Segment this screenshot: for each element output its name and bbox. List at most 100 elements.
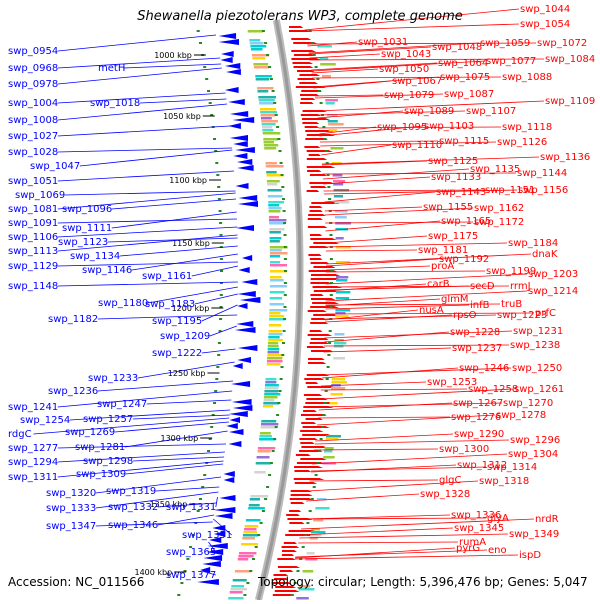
reverse-gene-mark — [229, 417, 240, 423]
right-leader-line — [322, 172, 517, 175]
tick-dot — [329, 234, 333, 236]
cog-feature-mark — [269, 297, 283, 300]
cog-feature-mark — [270, 270, 288, 273]
reverse-gene-mark — [231, 381, 251, 387]
right-gene-label: swp_1345 — [454, 523, 504, 534]
cog-feature-mark — [268, 324, 282, 327]
forward-gene-mark — [302, 434, 333, 436]
left-gene-label: swp_1051 — [8, 176, 58, 187]
cog-feature-mark — [267, 351, 280, 354]
right-leader-line — [313, 448, 439, 451]
tick-dot — [312, 486, 316, 488]
left-leader-line — [124, 430, 228, 448]
cog-feature-mark — [327, 120, 338, 123]
cog-feature-mark — [310, 534, 322, 537]
right-gene-label: swp_1223 — [497, 310, 547, 321]
cog-feature-mark — [269, 318, 286, 321]
right-leader-line — [324, 207, 474, 216]
right-gene-label: rrmJ — [510, 281, 531, 292]
right-gene-label: ispD — [519, 550, 541, 561]
tick-dot — [329, 306, 333, 308]
kbp-tick-label: 1050 kbp — [163, 112, 201, 121]
tick-dot — [283, 282, 287, 284]
forward-gene-mark — [299, 438, 318, 440]
right-leader-line — [324, 191, 436, 203]
cog-feature-mark — [268, 339, 283, 342]
left-gene-label: swp_1269 — [65, 427, 115, 438]
left-gene-label: swp_1028 — [8, 147, 58, 158]
cog-feature-mark — [267, 183, 278, 186]
right-gene-label: swp_1115 — [439, 136, 489, 147]
cog-feature-mark — [250, 45, 267, 48]
right-gene-label: swp_1296 — [510, 435, 560, 446]
cog-feature-mark — [265, 162, 277, 165]
tick-dot — [312, 54, 316, 56]
forward-gene-mark — [289, 30, 311, 32]
reverse-gene-mark — [220, 57, 233, 63]
cog-feature-mark — [334, 216, 347, 219]
right-leader-line — [309, 58, 545, 61]
right-gene-label: secD — [470, 281, 495, 292]
right-leader-line — [325, 285, 510, 288]
cog-feature-mark — [320, 63, 336, 66]
right-leader-line — [316, 100, 545, 112]
tick-dot — [205, 78, 209, 80]
left-leader-line — [155, 486, 220, 492]
left-gene-label: swp_1332 — [108, 502, 158, 513]
forward-gene-mark — [311, 298, 336, 300]
reverse-gene-mark — [229, 135, 248, 141]
right-leader-line — [300, 518, 535, 530]
right-leader-line — [325, 270, 486, 273]
reverse-gene-mark — [232, 117, 255, 123]
cog-feature-mark — [269, 231, 281, 234]
tick-dot — [278, 390, 282, 392]
reverse-gene-mark — [232, 363, 243, 369]
tick-dot — [217, 186, 221, 188]
forward-gene-mark — [311, 318, 327, 320]
right-leader-line — [323, 344, 510, 347]
cog-feature-mark — [259, 438, 276, 441]
left-leader-line — [33, 417, 230, 435]
forward-gene-mark — [308, 254, 322, 256]
reverse-gene-mark — [223, 471, 235, 477]
forward-gene-mark — [310, 262, 330, 264]
cog-feature-mark — [264, 390, 279, 393]
tick-dot — [283, 306, 287, 308]
right-leader-line — [320, 388, 468, 391]
tick-dot — [271, 90, 275, 92]
cog-feature-mark — [336, 279, 348, 282]
reverse-gene-mark — [237, 165, 254, 171]
cog-feature-mark — [267, 348, 280, 351]
left-gene-label: swp_1377 — [166, 570, 216, 581]
left-gene-label: swp_1081 — [8, 204, 58, 215]
left-gene-label: swp_1018 — [90, 98, 140, 109]
cog-feature-mark — [239, 552, 257, 555]
cog-feature-mark — [253, 66, 270, 69]
reverse-gene-mark — [228, 441, 242, 447]
tick-dot — [325, 378, 329, 380]
right-gene-label: swp_1349 — [509, 529, 559, 540]
left-gene-label: swp_1347 — [46, 521, 96, 532]
cog-feature-mark — [257, 447, 276, 450]
tick-dot — [301, 546, 305, 548]
cog-feature-mark — [269, 309, 288, 312]
forward-gene-mark — [300, 430, 324, 432]
tick-dot — [276, 414, 280, 416]
forward-gene-mark — [307, 218, 323, 220]
tick-dot — [276, 126, 280, 128]
right-gene-label: swp_1156 — [518, 185, 568, 196]
forward-gene-mark — [277, 566, 301, 568]
tick-dot — [271, 450, 275, 452]
forward-gene-mark — [297, 78, 316, 80]
tick-dot — [207, 450, 210, 452]
left-leader-line — [194, 293, 238, 305]
tick-dot — [279, 378, 283, 380]
cog-feature-mark — [258, 96, 277, 99]
forward-gene-mark — [305, 402, 335, 404]
right-leader-line — [306, 42, 537, 45]
left-gene-label: swp_1027 — [8, 131, 58, 142]
right-gene-label: carB — [427, 279, 450, 290]
cog-feature-mark — [261, 120, 278, 123]
left-leader-line — [208, 541, 217, 553]
reverse-gene-mark — [237, 201, 258, 207]
